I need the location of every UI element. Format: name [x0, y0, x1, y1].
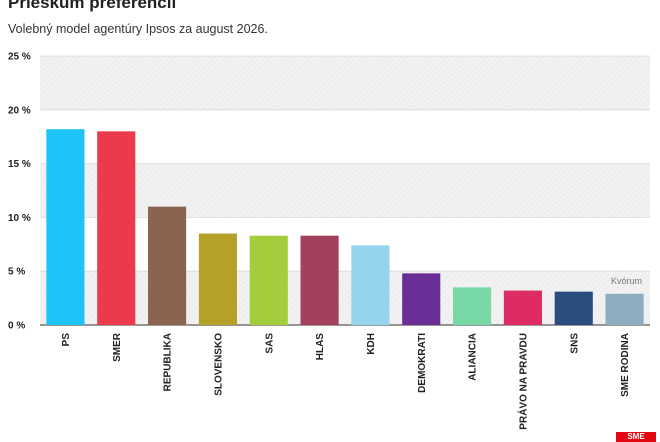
bar-demokrati: [402, 273, 441, 325]
bar-sme-rodina: [605, 293, 644, 325]
bar-hlas: [300, 235, 339, 325]
y-tick-label: 10 %: [8, 213, 31, 224]
chart-subtitle: Volebný model agentúry Ipsos za august 2…: [8, 22, 268, 36]
x-tick-label: SNS: [569, 333, 580, 354]
x-tick-label: DEMOKRATI: [417, 333, 428, 393]
bar-slovensko: [198, 233, 237, 325]
x-tick-label: KDH: [366, 333, 377, 355]
y-tick-label: 0 %: [8, 321, 25, 332]
x-tick-label: REPUBLIKA: [163, 333, 174, 391]
y-tick-label: 25 %: [8, 52, 31, 63]
x-tick-label: PRÁVO NA PRAVDU: [516, 333, 529, 430]
x-tick-label: SMER: [112, 332, 123, 362]
y-tick-label: 20 %: [8, 105, 31, 116]
bar-aliancia: [453, 287, 492, 325]
brand-logo: SME: [616, 432, 656, 442]
quorum-label: Kvórum: [611, 276, 642, 286]
y-tick-label: 15 %: [8, 159, 31, 170]
x-tick-label: SAS: [264, 333, 275, 354]
y-tick-label: 5 %: [8, 267, 25, 278]
x-tick-label: HLAS: [315, 333, 326, 361]
bar-ps: [46, 129, 85, 325]
bar-sas: [249, 235, 288, 325]
x-tick-label: SLOVENSKO: [213, 333, 224, 396]
bar-republika: [148, 206, 187, 325]
chart-title: Prieskum preferencií: [8, 0, 177, 12]
bar-smer: [97, 131, 136, 325]
x-tick-label: PS: [61, 333, 72, 347]
bar-kdh: [351, 245, 390, 325]
x-tick-label: SME RODINA: [620, 333, 631, 397]
bar-sns: [554, 291, 593, 325]
bar-právo-na-pravdu: [503, 290, 542, 325]
x-tick-label: ALIANCIA: [468, 333, 479, 381]
grid-band: [40, 163, 650, 218]
grid-band: [40, 56, 650, 110]
grid-band: [40, 271, 650, 325]
